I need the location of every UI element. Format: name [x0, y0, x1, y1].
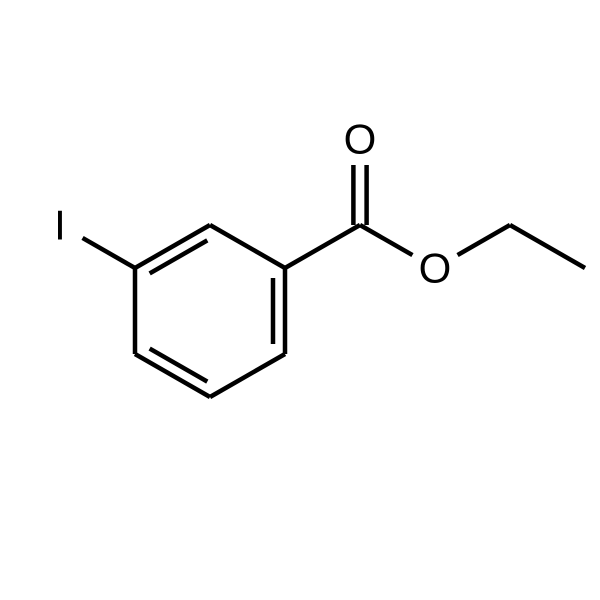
atom-label-o: O — [419, 245, 452, 292]
bond — [210, 354, 285, 397]
molecule-diagram: I O O — [0, 0, 600, 600]
bond — [285, 225, 360, 268]
bond — [210, 225, 285, 268]
bond — [360, 225, 412, 255]
bond — [458, 225, 510, 255]
bond — [83, 238, 135, 268]
bond — [510, 225, 585, 268]
atom-label-i: I — [54, 202, 66, 249]
atom-label-o: O — [344, 116, 377, 163]
